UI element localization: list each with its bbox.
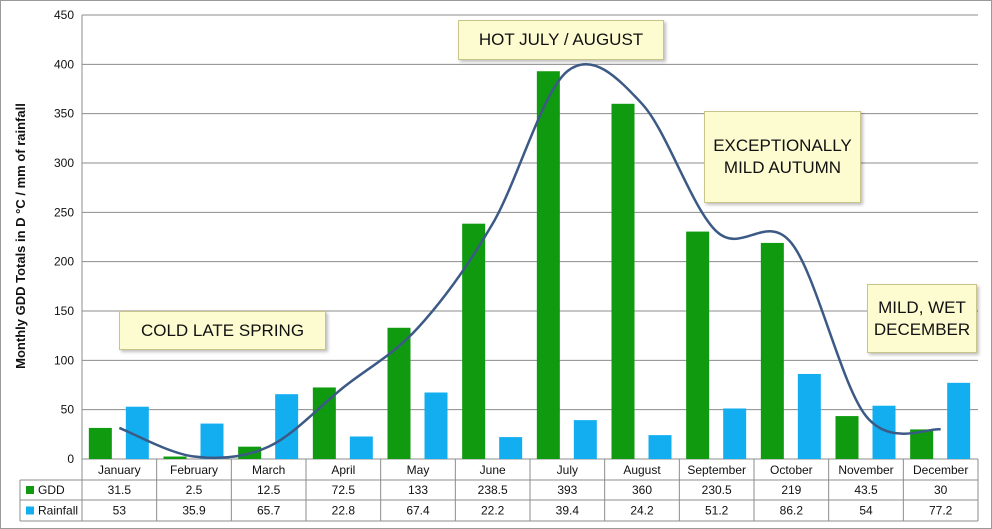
annotation-line: EXCEPTIONALLY bbox=[713, 136, 852, 155]
x-category-label: March bbox=[252, 463, 285, 477]
gdd-bar bbox=[760, 242, 784, 459]
y-axis-label: Monthly GDD Totals in D °C / mm of rainf… bbox=[13, 103, 28, 369]
annotation-line: HOT JULY / AUGUST bbox=[478, 30, 644, 49]
data-label: 77.2 bbox=[929, 504, 953, 518]
data-label: 51.2 bbox=[705, 504, 729, 518]
data-label: 24.2 bbox=[630, 504, 654, 518]
x-category-label: November bbox=[838, 463, 893, 477]
y-tick-label: 350 bbox=[54, 107, 74, 121]
data-label: 360 bbox=[632, 483, 652, 497]
x-category-label: February bbox=[170, 463, 218, 477]
y-tick-label: 100 bbox=[54, 353, 74, 367]
rainfall-bar bbox=[275, 394, 299, 459]
data-label: 39.4 bbox=[556, 504, 580, 518]
data-label: 53 bbox=[113, 504, 127, 518]
data-label: 31.5 bbox=[108, 483, 132, 497]
gdd-bar bbox=[611, 103, 635, 460]
rainfall-bar bbox=[648, 435, 672, 459]
annotation-cold-late-spring: COLD LATE SPRING bbox=[119, 311, 326, 350]
legend-swatch bbox=[26, 506, 34, 515]
gdd-bar bbox=[462, 223, 486, 459]
x-category-label: October bbox=[770, 463, 813, 477]
annotation-line: MILD, WET bbox=[878, 297, 966, 317]
data-label: 230.5 bbox=[702, 483, 732, 497]
y-tick-label: 300 bbox=[54, 156, 74, 170]
data-label: 12.5 bbox=[257, 483, 281, 497]
rainfall-bar bbox=[349, 436, 373, 459]
rainfall-bar bbox=[424, 392, 448, 459]
y-tick-label: 450 bbox=[54, 8, 74, 22]
x-category-label: June bbox=[480, 463, 506, 477]
gdd-bar bbox=[910, 429, 934, 459]
data-label: 22.8 bbox=[332, 504, 356, 518]
data-label: 393 bbox=[557, 483, 577, 497]
annotation-mild-wet-december: MILD, WET DECEMBER bbox=[867, 284, 977, 353]
data-label: 67.4 bbox=[406, 504, 430, 518]
gdd-bar bbox=[686, 231, 710, 459]
data-label: 86.2 bbox=[780, 504, 804, 518]
annotation-hot-july-august: HOT JULY / AUGUST bbox=[458, 20, 664, 60]
x-category-label: May bbox=[407, 463, 430, 477]
y-tick-label: 250 bbox=[54, 205, 74, 219]
rainfall-bar bbox=[125, 406, 149, 459]
x-category-label: January bbox=[98, 463, 141, 477]
data-label: 72.5 bbox=[332, 483, 356, 497]
x-category-label: December bbox=[913, 463, 968, 477]
data-label: 54 bbox=[859, 504, 873, 518]
legend-label: GDD bbox=[38, 483, 65, 497]
data-label: 65.7 bbox=[257, 504, 281, 518]
y-tick-label: 0 bbox=[67, 452, 74, 466]
y-tick-label: 200 bbox=[54, 255, 74, 269]
x-category-label: July bbox=[557, 463, 578, 477]
annotation-line: COLD LATE SPRING bbox=[140, 320, 305, 340]
gdd-bar bbox=[312, 387, 336, 459]
gdd-bar bbox=[835, 416, 859, 459]
annotation-mild-autumn: EXCEPTIONALLY MILD AUTUMN bbox=[704, 111, 861, 203]
rainfall-bar bbox=[872, 405, 896, 459]
data-label: 238.5 bbox=[478, 483, 508, 497]
data-label: 2.5 bbox=[186, 483, 203, 497]
gdd-trend-line bbox=[118, 62, 941, 460]
gdd-bar bbox=[88, 427, 112, 459]
y-tick-label: 150 bbox=[54, 304, 74, 318]
rainfall-bar bbox=[947, 382, 971, 459]
rainfall-bar bbox=[797, 373, 821, 459]
legend-swatch bbox=[26, 486, 34, 494]
data-label: 43.5 bbox=[854, 483, 878, 497]
legend-label: Rainfall bbox=[38, 504, 78, 518]
gdd-bar bbox=[387, 327, 411, 459]
rainfall-bar bbox=[499, 437, 523, 459]
gdd-bar bbox=[536, 71, 560, 460]
rainfall-bar bbox=[573, 420, 597, 459]
data-label: 133 bbox=[408, 483, 428, 497]
x-category-label: August bbox=[623, 463, 661, 477]
x-category-label: September bbox=[687, 463, 746, 477]
annotation-line: DECEMBER bbox=[873, 319, 971, 339]
y-tick-label: 50 bbox=[61, 403, 75, 417]
y-tick-label: 400 bbox=[54, 57, 74, 71]
data-label: 35.9 bbox=[182, 504, 206, 518]
data-label: 22.2 bbox=[481, 504, 505, 518]
data-label: 30 bbox=[934, 483, 948, 497]
annotation-line: MILD AUTUMN bbox=[723, 158, 842, 177]
rainfall-bar bbox=[723, 408, 747, 459]
data-label: 219 bbox=[781, 483, 801, 497]
x-category-label: April bbox=[331, 463, 355, 477]
rainfall-bar bbox=[200, 423, 224, 459]
gdd-bar bbox=[163, 456, 187, 459]
